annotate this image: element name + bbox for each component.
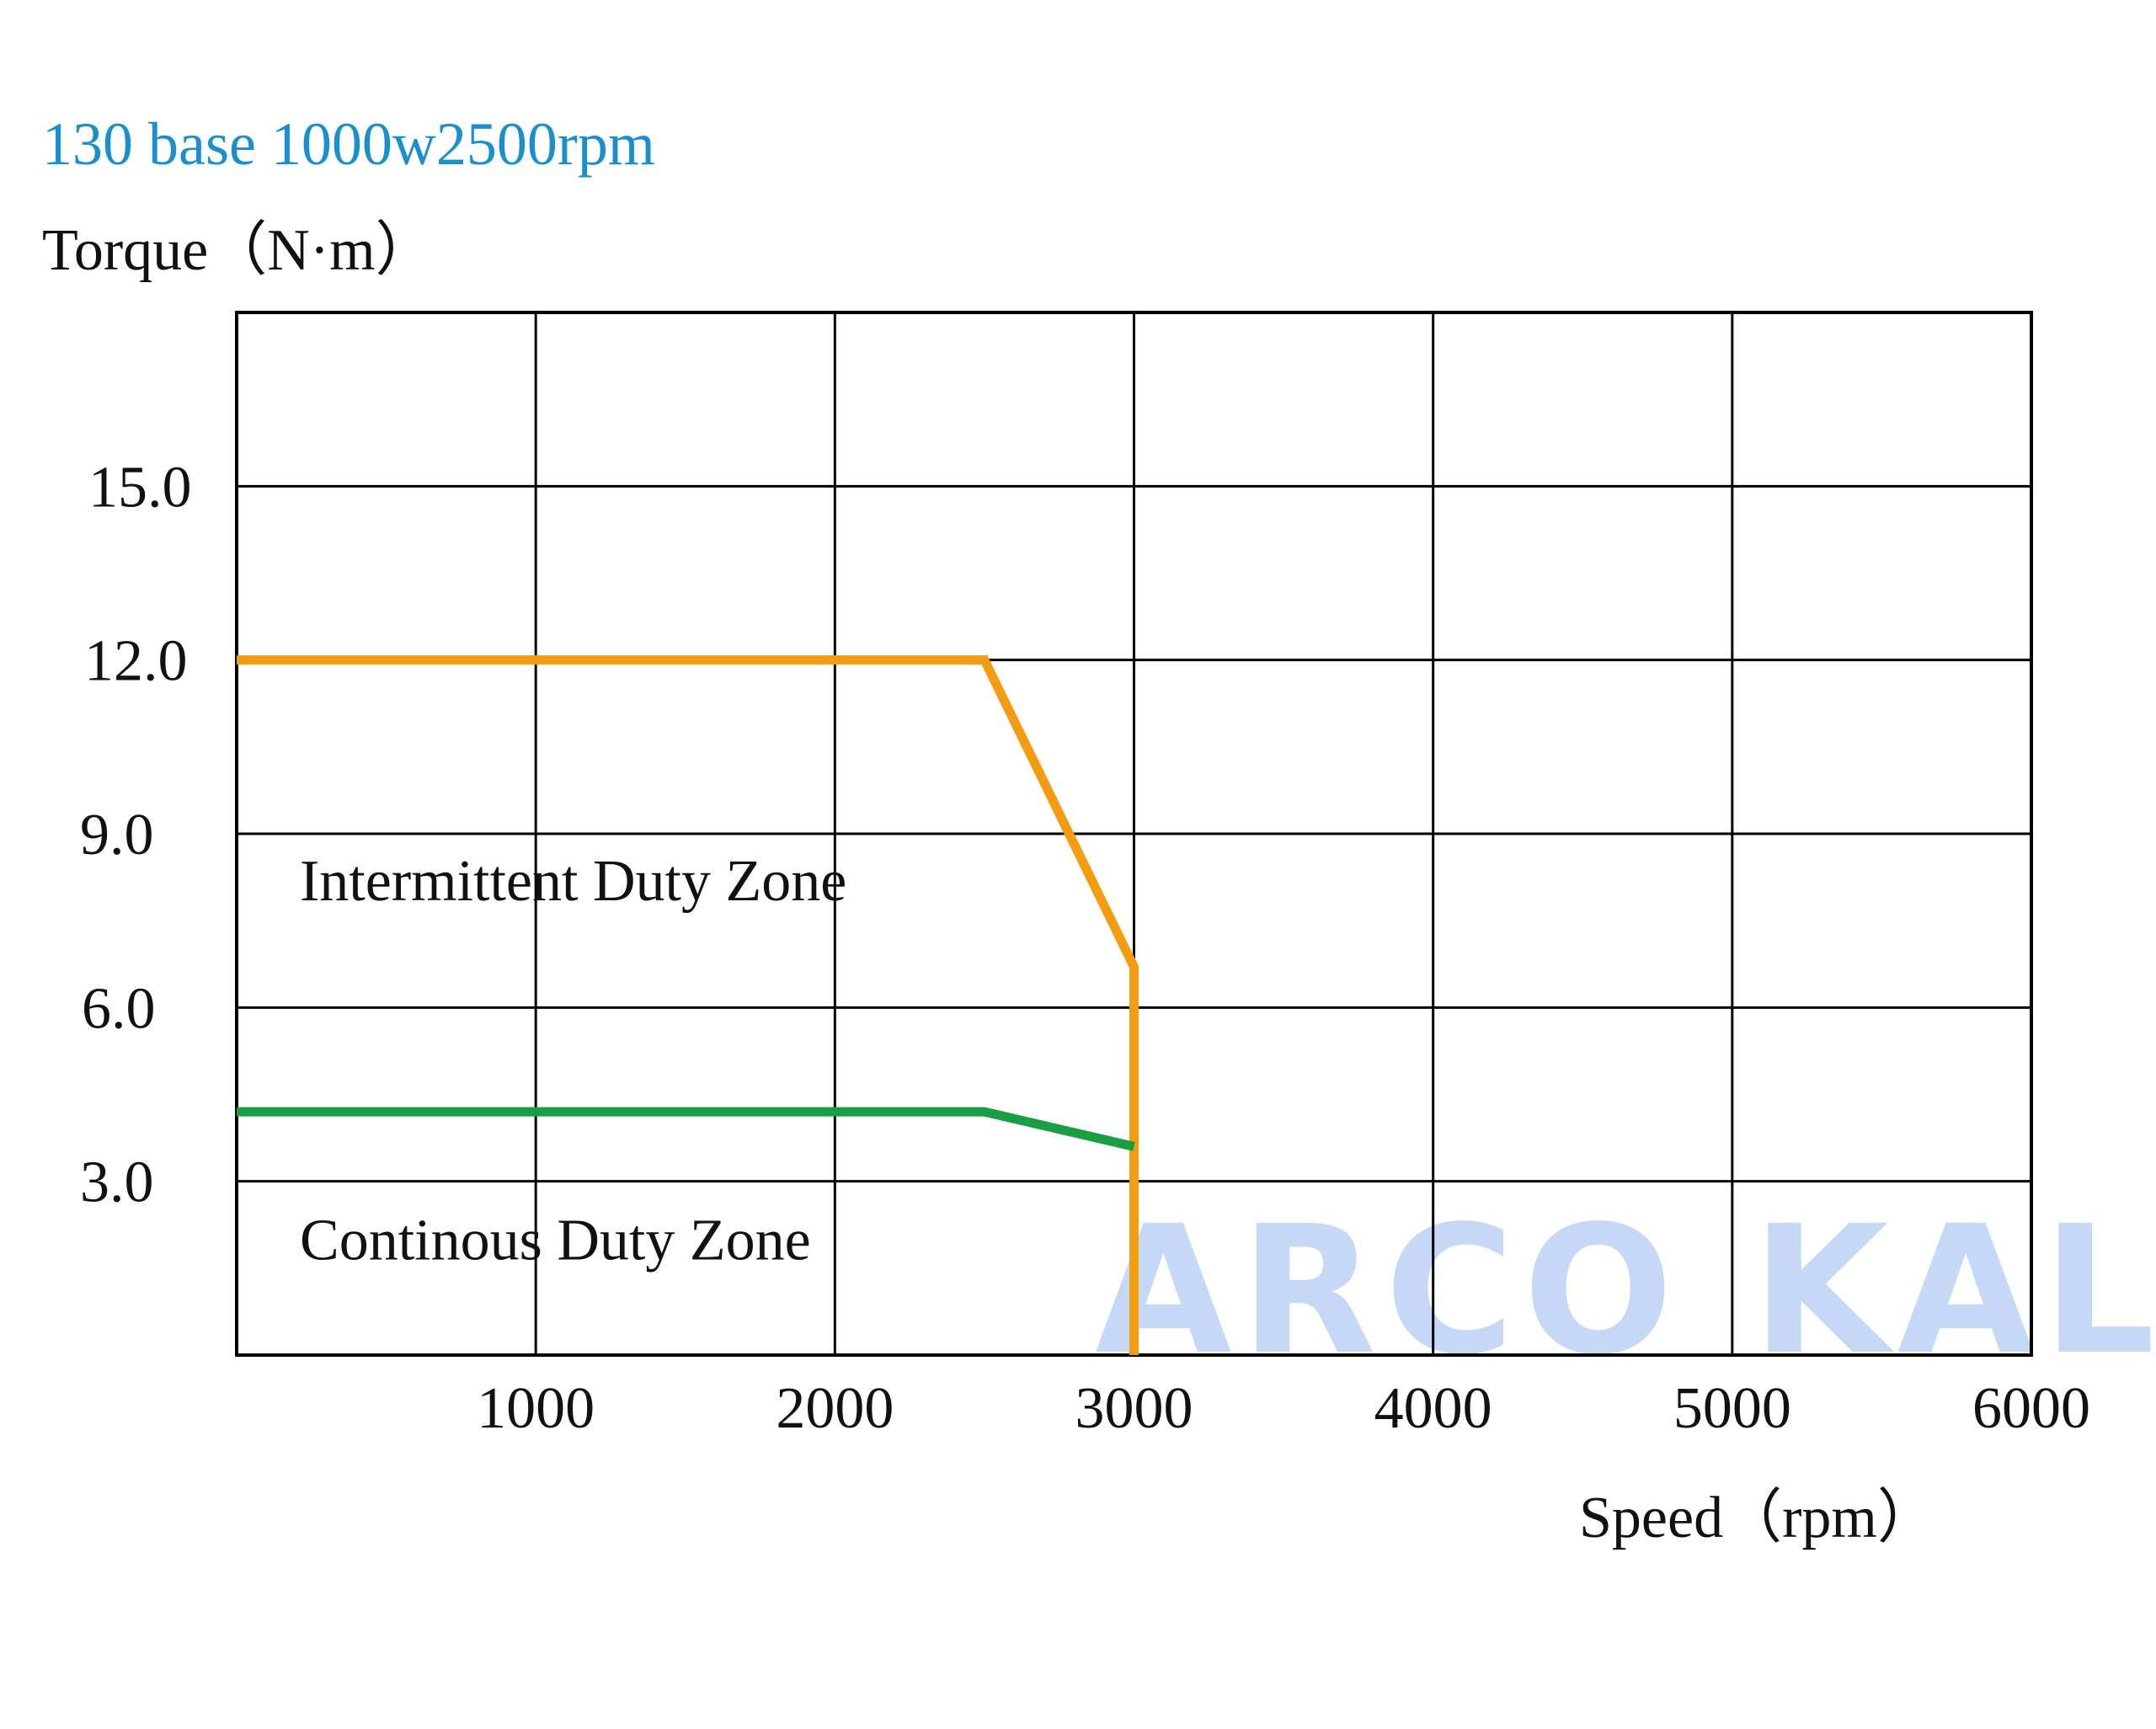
y-tick-label: 15.0 [88, 455, 192, 520]
intermittent-zone-label: Intermittent Duty Zone [300, 849, 846, 914]
x-tick-label: 2000 [776, 1376, 894, 1441]
chart-title: 130 base 1000w2500rpm [42, 110, 655, 178]
continuous-torque-line [237, 1107, 1135, 1151]
x-tick-label: 1000 [477, 1376, 595, 1441]
y-tick-label: 3.0 [80, 1150, 154, 1215]
x-axis-label: Speed（rpm） [1579, 1486, 1936, 1550]
y-tick-label: 6.0 [82, 976, 156, 1041]
series-layer [237, 655, 1139, 1355]
annotation-layer: Intermittent Duty Zone Continous Duty Zon… [300, 849, 846, 1273]
continuous-zone-label: Continous Duty Zone [300, 1208, 811, 1273]
intermittent-torque-line [237, 655, 1139, 1355]
tick-layer: 1000 2000 3000 4000 5000 6000 3.0 6.0 9.0 12.0 15.… [80, 455, 2090, 1441]
x-tick-label: 3000 [1075, 1376, 1193, 1441]
watermark-layer: ARCO KALA [1095, 1187, 2156, 1394]
watermark-text: ARCO KALA [1095, 1187, 2156, 1394]
y-axis-label: Torque（N·m） [42, 218, 435, 283]
y-tick-label: 9.0 [80, 803, 154, 867]
x-tick-label: 4000 [1374, 1376, 1492, 1441]
x-tick-label: 6000 [1972, 1376, 2090, 1441]
y-tick-label: 12.0 [84, 629, 188, 694]
x-tick-label: 5000 [1673, 1376, 1791, 1441]
